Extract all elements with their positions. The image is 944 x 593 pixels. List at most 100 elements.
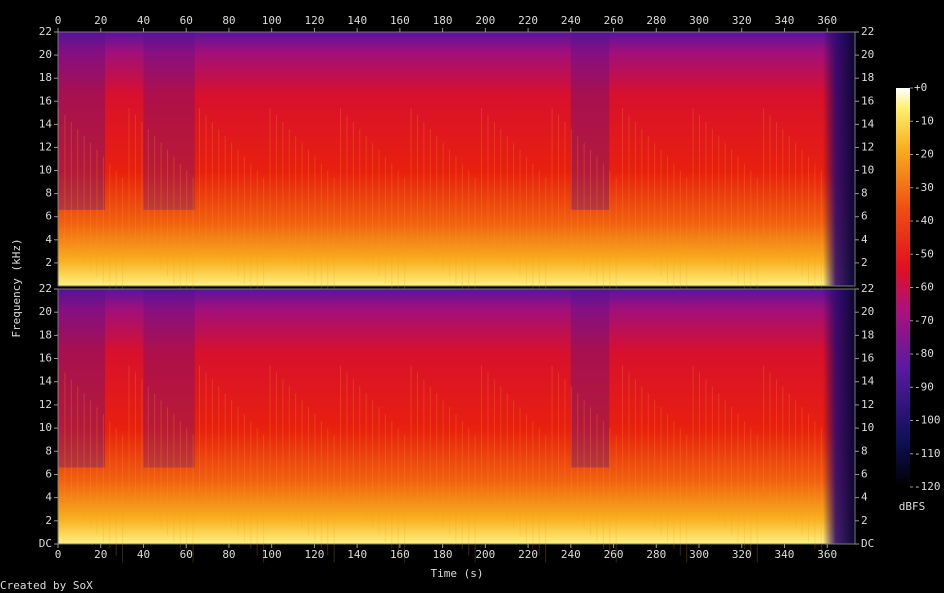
spectrogram-streak [666, 414, 668, 542]
y-tick-label: 6 [861, 467, 868, 480]
spectrogram-streak [474, 177, 476, 305]
spectrogram-streak [237, 149, 239, 277]
y-tick-label: 8 [861, 187, 868, 200]
spectrogram-streak [743, 421, 745, 549]
y-tick-label: 12 [861, 398, 874, 411]
x-tick-label: 160 [390, 548, 410, 561]
spectrogram-border [57, 288, 856, 545]
spectrogram-streak [596, 414, 598, 542]
x-tick-label: 280 [646, 14, 666, 27]
spectrogram-streak [718, 393, 720, 521]
x-tick-label: 200 [475, 14, 495, 27]
spectrogram-streak [436, 135, 438, 263]
y-tick-label: 4 [45, 233, 52, 246]
spectrogram-streak [692, 108, 694, 236]
x-tick-label: 220 [518, 548, 538, 561]
spectrogram-streak [179, 421, 181, 549]
spectrogram-streak [564, 122, 566, 250]
y-tick-label: 20 [861, 305, 874, 318]
y-tick-label: 2 [45, 256, 52, 269]
spectrogram-streak [250, 163, 252, 291]
spectrogram-streak [256, 428, 258, 556]
spectrogram-streak [525, 414, 527, 542]
spectrogram-streak [301, 142, 303, 270]
spectrogram-streak [90, 400, 92, 528]
spectrogram-streak [282, 122, 284, 250]
x-tick-label: 100 [262, 14, 282, 27]
spectrogram-streak [141, 379, 143, 507]
spectrogram-image [58, 32, 855, 286]
spectrogram-streak [551, 365, 553, 493]
x-tick-label: 20 [94, 14, 107, 27]
spectrogram-streak [679, 428, 681, 556]
spectrogram-streak [795, 400, 797, 528]
y-tick-label: 16 [861, 352, 874, 365]
spectrogram-streak [154, 135, 156, 263]
spectrogram-streak [673, 163, 675, 291]
y-tick-label: 2 [861, 256, 868, 269]
y-tick-label: 20 [39, 48, 52, 61]
spectrogram-streak [500, 128, 502, 256]
spectrogram-streak [231, 142, 233, 270]
spectrogram-streak [442, 142, 444, 270]
spectrogram-streak [109, 163, 111, 291]
spectrogram-streak [96, 149, 98, 277]
spectrogram-image [58, 289, 855, 544]
spectrogram-streak [423, 379, 425, 507]
spectrogram-streak [404, 435, 406, 563]
y-tick-label: 22 [39, 25, 52, 38]
y-tick-label: 20 [39, 305, 52, 318]
spectrogram-streak [218, 386, 220, 514]
spectrogram-streak [538, 428, 540, 556]
spectrogram-streak [750, 170, 752, 298]
y-tick-label: 6 [861, 210, 868, 223]
spectrogram-streak [192, 177, 194, 305]
spectrogram-streak [557, 372, 559, 500]
colorbar-tick-label: -50 [914, 247, 934, 260]
spectrogram-streak [570, 386, 572, 514]
spectrogram-streak [654, 400, 656, 528]
spectrogram-streak [404, 177, 406, 305]
y-tick-label: 4 [861, 233, 868, 246]
spectrogram-streak [564, 379, 566, 507]
x-tick-label: 320 [732, 14, 752, 27]
spectrogram-streak [782, 128, 784, 256]
spectrogram-streak [474, 435, 476, 563]
spectrogram-streak [333, 177, 335, 305]
spectrogram-streak [461, 163, 463, 291]
x-tick-label: 40 [137, 548, 150, 561]
spectrogram-streak [160, 400, 162, 528]
spectrogram-streak [173, 156, 175, 284]
y-tick-label: 6 [45, 467, 52, 480]
spectrogram-streak [134, 115, 136, 243]
spectrogram-streak [519, 407, 521, 535]
x-tick-label: 340 [775, 14, 795, 27]
spectrogram-streak [96, 407, 98, 535]
spectrogram-streak [288, 128, 290, 256]
spectrogram-streak [788, 393, 790, 521]
spectrogram-streak [686, 435, 688, 563]
spectrogram-streak [231, 400, 233, 528]
spectrogram-streak [801, 407, 803, 535]
y-tick-label: 10 [39, 421, 52, 434]
y-tick-label: 14 [39, 375, 53, 388]
spectrogram-streak [513, 400, 515, 528]
spectrogram-streak [506, 135, 508, 263]
spectrogram-streak [211, 122, 213, 250]
spectrogram-streak [801, 149, 803, 277]
spectrogram-streak [263, 177, 265, 305]
spectrogram-streak [724, 400, 726, 528]
colorbar-tick-label: -40 [914, 214, 934, 227]
spectrogram-streak [538, 170, 540, 298]
x-tick-label: 240 [561, 548, 581, 561]
x-tick-label: 180 [433, 14, 453, 27]
colorbar-tick-label: -90 [914, 380, 934, 393]
spectrogram-streak [269, 365, 271, 493]
y-axis-label: Frequency (kHz) [10, 238, 23, 337]
spectrogram-streak [83, 135, 85, 263]
spectrogram-streak [449, 149, 451, 277]
spectrogram-streak [807, 156, 809, 284]
spectrogram-streak [692, 365, 694, 493]
spectrogram-streak [90, 142, 92, 270]
y-tick-label: DC [861, 537, 874, 550]
